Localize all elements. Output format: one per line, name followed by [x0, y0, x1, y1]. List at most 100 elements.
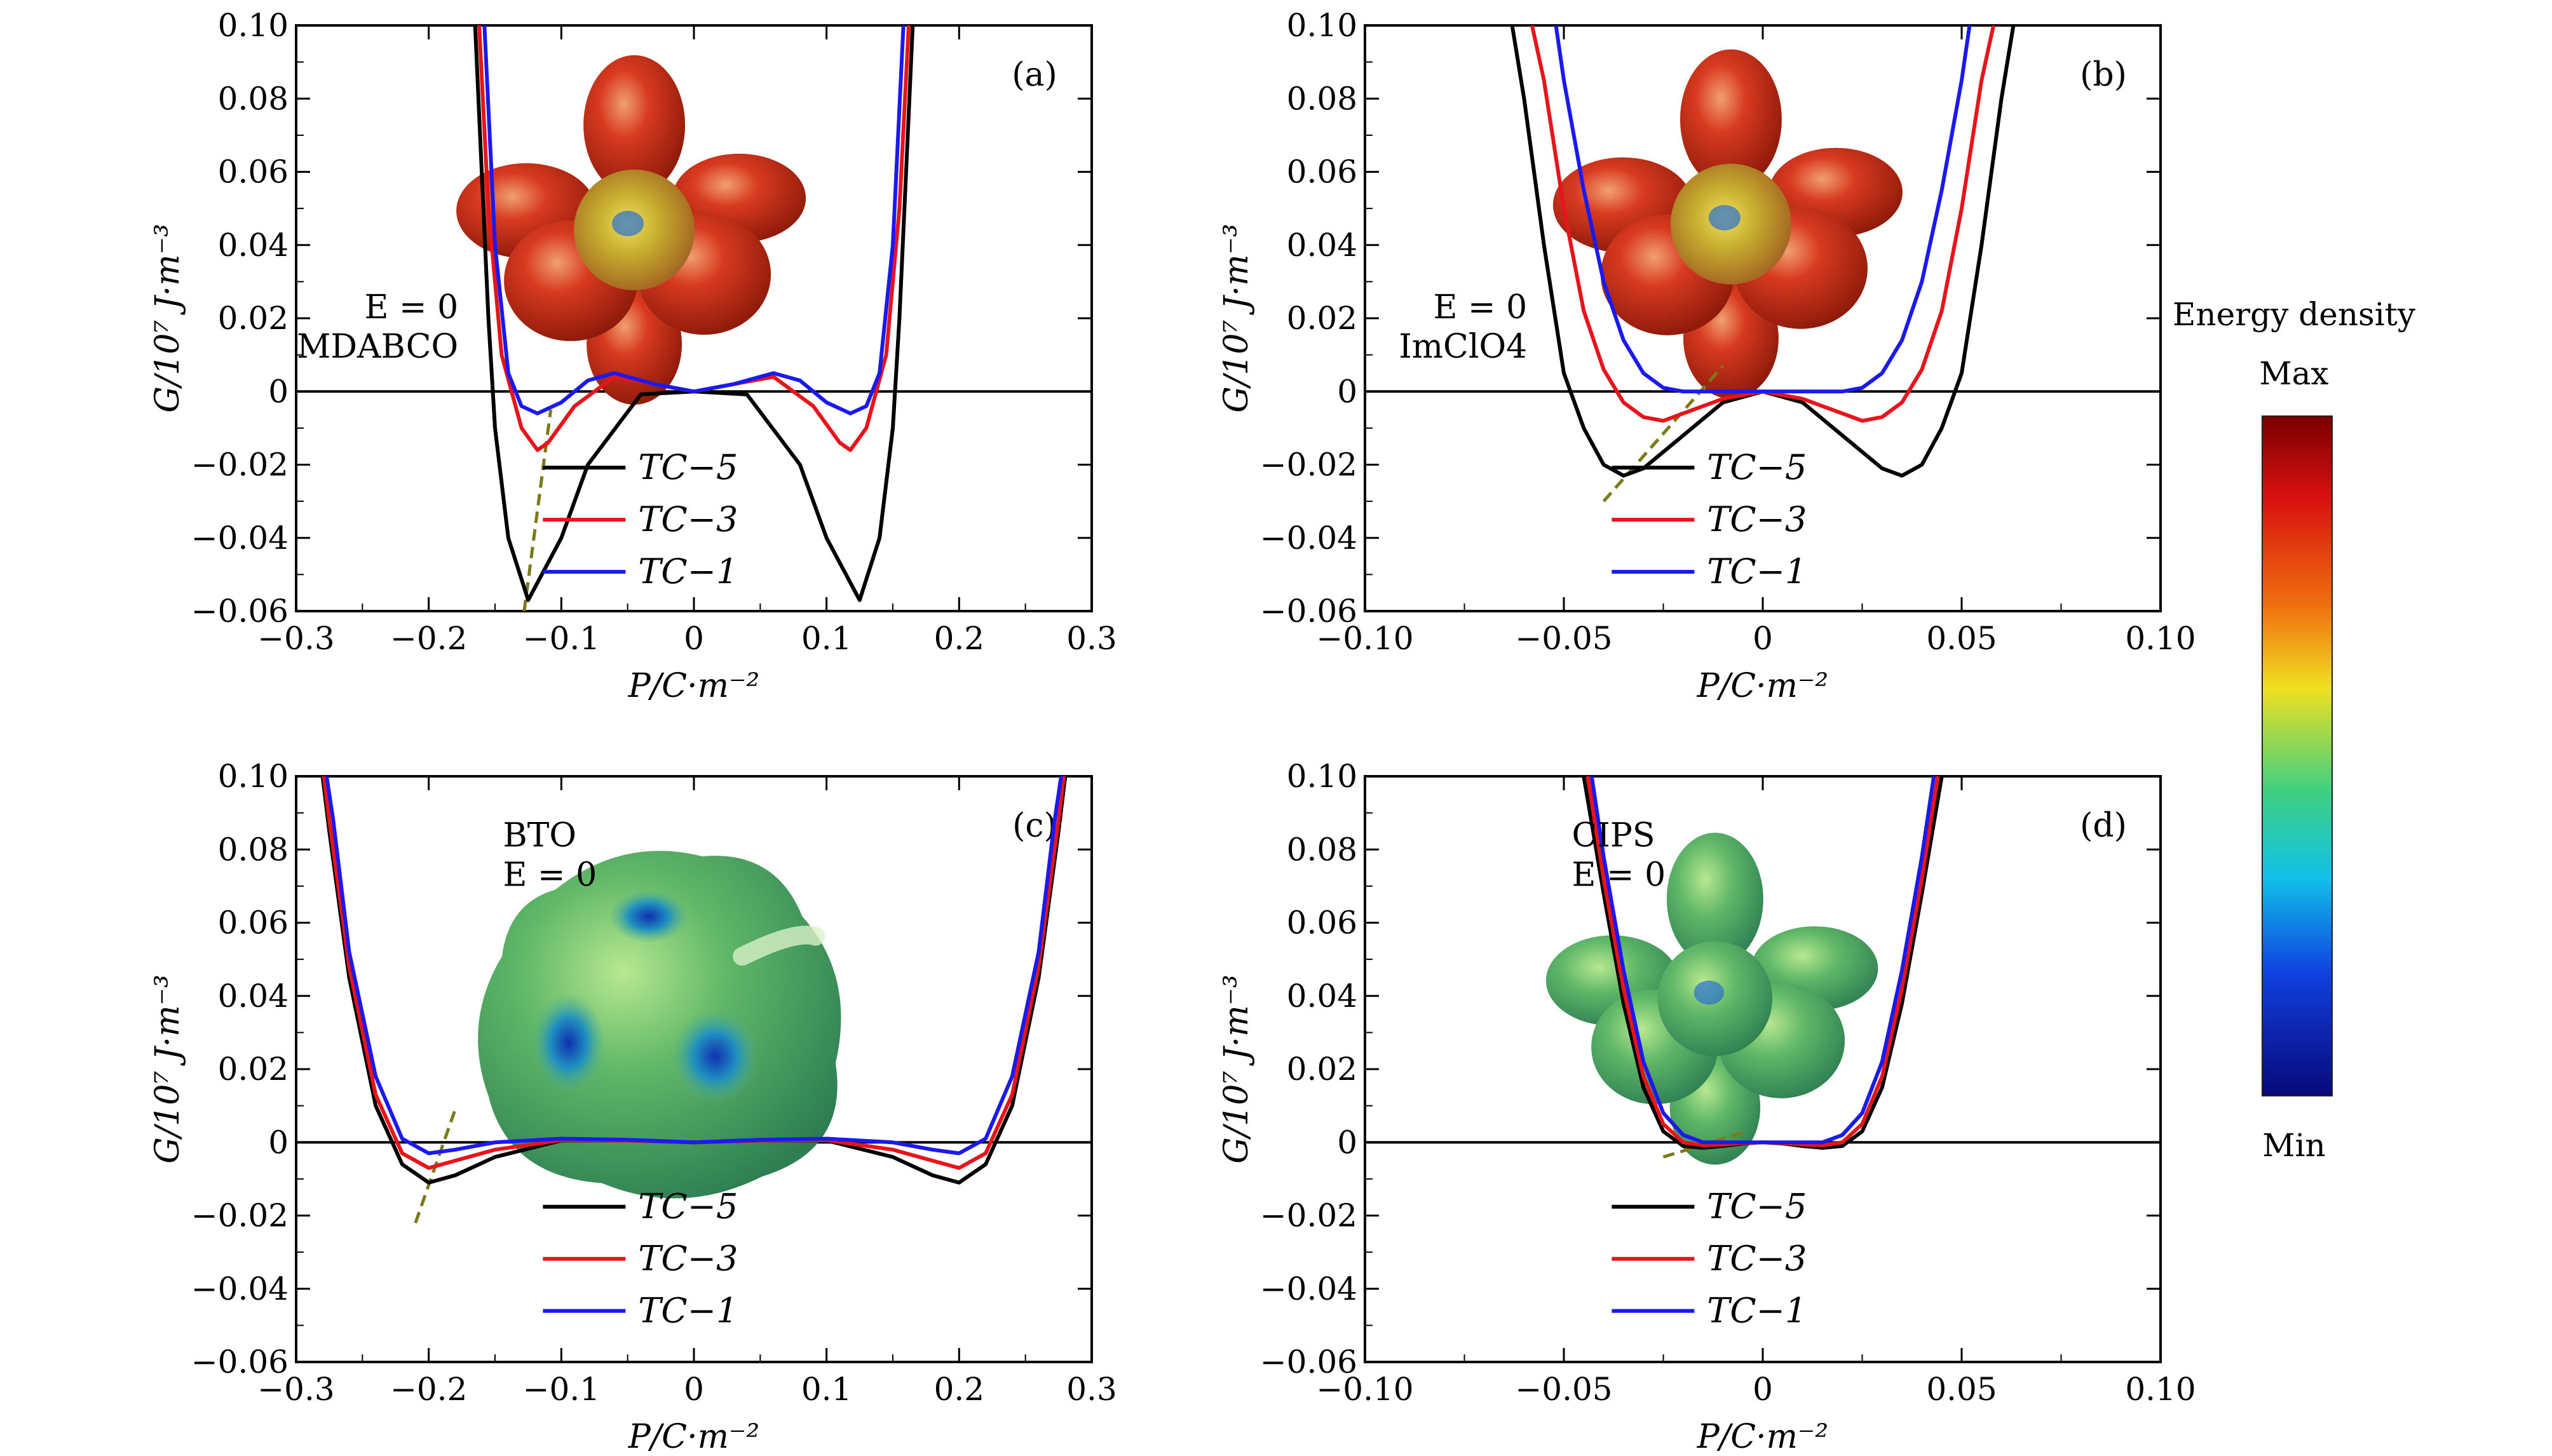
series-line-Tc-1 [482, 25, 906, 415]
x-tick-label: 0.05 [1926, 1371, 1997, 1408]
legend-entry: TC−5 [1707, 1187, 1807, 1227]
legend-entry: TC−3 [1707, 499, 1807, 539]
x-tick-label: −0.2 [390, 1371, 467, 1408]
y-axis-title: G/10⁷ J·m⁻³ [149, 224, 187, 413]
x-tick-label: −0.3 [257, 1371, 334, 1408]
y-tick-label: 0.02 [218, 1051, 288, 1088]
y-tick-label: −0.06 [191, 1344, 288, 1380]
y-tick-label: 0.02 [1287, 1051, 1357, 1088]
panel-annotation: MDABCO [297, 328, 458, 366]
x-tick-label: −0.05 [1515, 1371, 1612, 1408]
y-tick-label: 0.04 [218, 227, 288, 264]
panel-annotation: E = 0 [1434, 288, 1528, 327]
series-line-Tc-1 [1554, 25, 1972, 394]
legend-entry: TC−5 [638, 447, 738, 487]
x-tick-label: 0.05 [1926, 620, 1997, 657]
x-tick-label: −0.3 [257, 620, 334, 657]
panel-a: −0.3 −0.2 −0.1 0 0.1 0.2 0.3 −0.06 −0.04 −0.02 0 0.… [149, 7, 1117, 705]
y-tick-label: 0.10 [1287, 7, 1357, 44]
x-tick-label: −0.10 [1316, 620, 1413, 657]
y-tick-label: 0.06 [218, 905, 288, 941]
x-tick-label: 0.3 [1066, 620, 1117, 657]
x-tick-label: 0.10 [2125, 1371, 2196, 1408]
x-tick-label: 0.3 [1066, 1371, 1117, 1408]
x-axis-title: P/C·m⁻² [1697, 667, 1828, 705]
panel-label: (c) [1012, 807, 1057, 845]
y-tick-label: 0.10 [1287, 758, 1357, 795]
y-tick-label: −0.02 [1260, 447, 1357, 483]
panel-annotation: CIPS [1572, 817, 1655, 855]
x-axis-title: P/C·m⁻² [1697, 1418, 1828, 1456]
panel-label: (d) [2080, 807, 2127, 845]
y-tick-label: −0.06 [191, 593, 288, 630]
x-tick-label: 0.2 [934, 1371, 985, 1408]
y-tick-label: 0.04 [1287, 978, 1357, 1014]
x-axis-title: P/C·m⁻² [628, 1418, 759, 1456]
x-tick-label: 0.2 [934, 620, 985, 657]
panel-annotation: BTO [503, 817, 577, 855]
y-tick-label: 0 [1337, 373, 1357, 410]
series-line-Tc-1 [1589, 776, 1936, 1145]
series-line-Tc-1 [325, 776, 1063, 1156]
legend-entry: TC−3 [638, 1239, 738, 1279]
y-tick-label: −0.04 [191, 1271, 288, 1307]
x-tick-label: 0 [684, 1371, 704, 1408]
y-tick-label: −0.02 [191, 447, 288, 483]
y-tick-label: 0 [1337, 1124, 1357, 1161]
x-tick-label: 0 [1753, 1371, 1773, 1408]
x-tick-label: 0 [1753, 620, 1773, 657]
x-axis-title: P/C·m⁻² [628, 667, 759, 705]
x-tick-label: −0.10 [1316, 1371, 1413, 1408]
x-tick-label: 0.1 [801, 620, 852, 657]
y-tick-label: 0.06 [1287, 905, 1357, 941]
y-tick-label: 0.10 [218, 758, 288, 795]
colorbar: Energy density Max Min [2173, 296, 2416, 1164]
panel-annotation: E = 0 [503, 856, 597, 894]
panel-annotation: ImClO4 [1399, 328, 1527, 366]
legend-entry: TC−1 [1707, 551, 1807, 591]
guide-line [1602, 365, 1725, 502]
energy-surface-image [1545, 832, 1878, 1165]
y-tick-label: 0.04 [1287, 227, 1357, 264]
x-tick-label: −0.05 [1515, 620, 1612, 657]
y-tick-label: −0.02 [1260, 1197, 1357, 1234]
y-tick-label: −0.02 [191, 1197, 288, 1234]
x-tick-label: 0.10 [2125, 620, 2196, 657]
energy-surface-image [478, 851, 841, 1199]
y-tick-label: 0 [268, 373, 288, 410]
y-tick-label: 0.08 [218, 80, 288, 117]
x-tick-label: 0 [684, 620, 704, 657]
panel-c: −0.3 −0.2 −0.1 0 0.1 0.2 0.3 −0.06 −0.04 −0.02 0 0.… [149, 758, 1117, 1456]
energy-surface-image [456, 55, 806, 405]
colorbar-gradient [2262, 415, 2333, 1096]
legend-entry: TC−1 [638, 551, 738, 591]
y-tick-label: 0 [268, 1124, 288, 1161]
y-tick-label: 0.06 [218, 154, 288, 191]
panel-annotation: E = 0 [365, 288, 459, 327]
y-tick-label: −0.04 [1260, 1271, 1357, 1307]
y-tick-label: 0.02 [218, 300, 288, 337]
legend-entry: TC−1 [638, 1291, 738, 1331]
panel-annotation: E = 0 [1572, 856, 1666, 894]
y-tick-label: −0.06 [1260, 593, 1357, 630]
y-axis-title: G/10⁷ J·m⁻³ [1218, 974, 1256, 1164]
panel-label: (b) [2080, 56, 2127, 94]
y-tick-label: 0.08 [1287, 80, 1357, 117]
colorbar-max-label: Max [2259, 355, 2328, 392]
energy-surface-image [1552, 49, 1903, 399]
panel-d: −0.10 −0.05 0 0.05 0.10 −0.06 −0.04 −0.02 0 0.02 0… [1218, 758, 2196, 1456]
legend-entry: TC−5 [638, 1187, 738, 1227]
y-tick-label: 0.04 [218, 978, 288, 1014]
y-tick-label: −0.04 [1260, 520, 1357, 556]
y-tick-label: −0.06 [1260, 1344, 1357, 1380]
y-tick-label: −0.04 [191, 520, 288, 556]
y-axis-title: G/10⁷ J·m⁻³ [1218, 224, 1256, 413]
x-tick-label: −0.2 [390, 620, 467, 657]
y-tick-label: 0.10 [218, 7, 288, 44]
legend-entry: TC−3 [638, 499, 738, 539]
colorbar-min-label: Min [2262, 1127, 2325, 1164]
y-axis-title: G/10⁷ J·m⁻³ [149, 974, 187, 1164]
legend-entry: TC−3 [1707, 1239, 1807, 1279]
panel-b: −0.10 −0.05 0 0.05 0.10 −0.06 −0.04 −0.02 0 0.02 0… [1218, 7, 2196, 705]
